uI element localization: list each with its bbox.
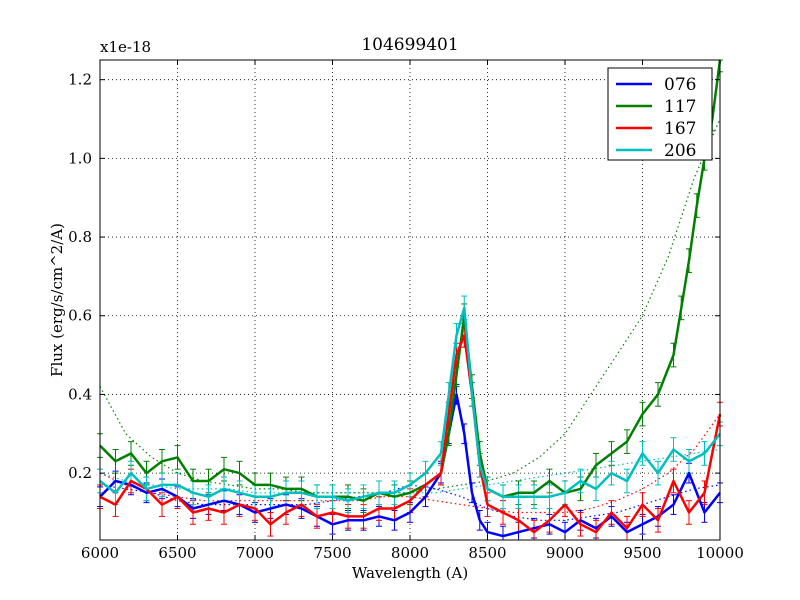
x-tick-label: 10000	[696, 544, 744, 562]
axis-ticks: 6000 6500 7000 7500 8000 8500 9000 9500 10000 0.2…	[68, 60, 744, 562]
trend-lines	[99, 118, 721, 521]
y-axis-label: Flux (erg/s/cm^2/A)	[48, 223, 66, 377]
y-tick-label: 0.8	[68, 228, 92, 246]
y-tick-label: 1.0	[68, 149, 92, 167]
x-tick-label: 7000	[236, 544, 274, 562]
legend-label-167: 167	[664, 119, 696, 139]
x-axis-label: Wavelength (A)	[352, 564, 468, 582]
y-tick-label: 1.2	[68, 71, 92, 89]
legend-label-076: 076	[664, 75, 696, 95]
trend-line-076	[99, 484, 721, 521]
x-tick-label: 8500	[468, 544, 506, 562]
x-tick-label: 9500	[623, 544, 661, 562]
series-line-167	[99, 334, 722, 534]
x-tick-label: 6000	[81, 544, 119, 562]
y-tick-label: 0.4	[68, 385, 92, 403]
chart-title: 104699401	[361, 35, 458, 55]
y-tick-label: 0.2	[68, 464, 92, 482]
data-series	[99, 59, 722, 538]
series-line-206	[99, 306, 721, 502]
x-tick-label: 8000	[391, 544, 429, 562]
x-tick-label: 9000	[546, 544, 584, 562]
y-offset-text: x1e-18	[100, 38, 151, 56]
legend-label-206: 206	[664, 141, 696, 161]
series-line-117	[99, 59, 722, 502]
y-tick-label: 0.6	[68, 307, 92, 325]
series-line-076	[99, 393, 721, 538]
x-tick-label: 6500	[158, 544, 196, 562]
x-tick-label: 7500	[313, 544, 351, 562]
legend-label-117: 117	[664, 97, 696, 117]
